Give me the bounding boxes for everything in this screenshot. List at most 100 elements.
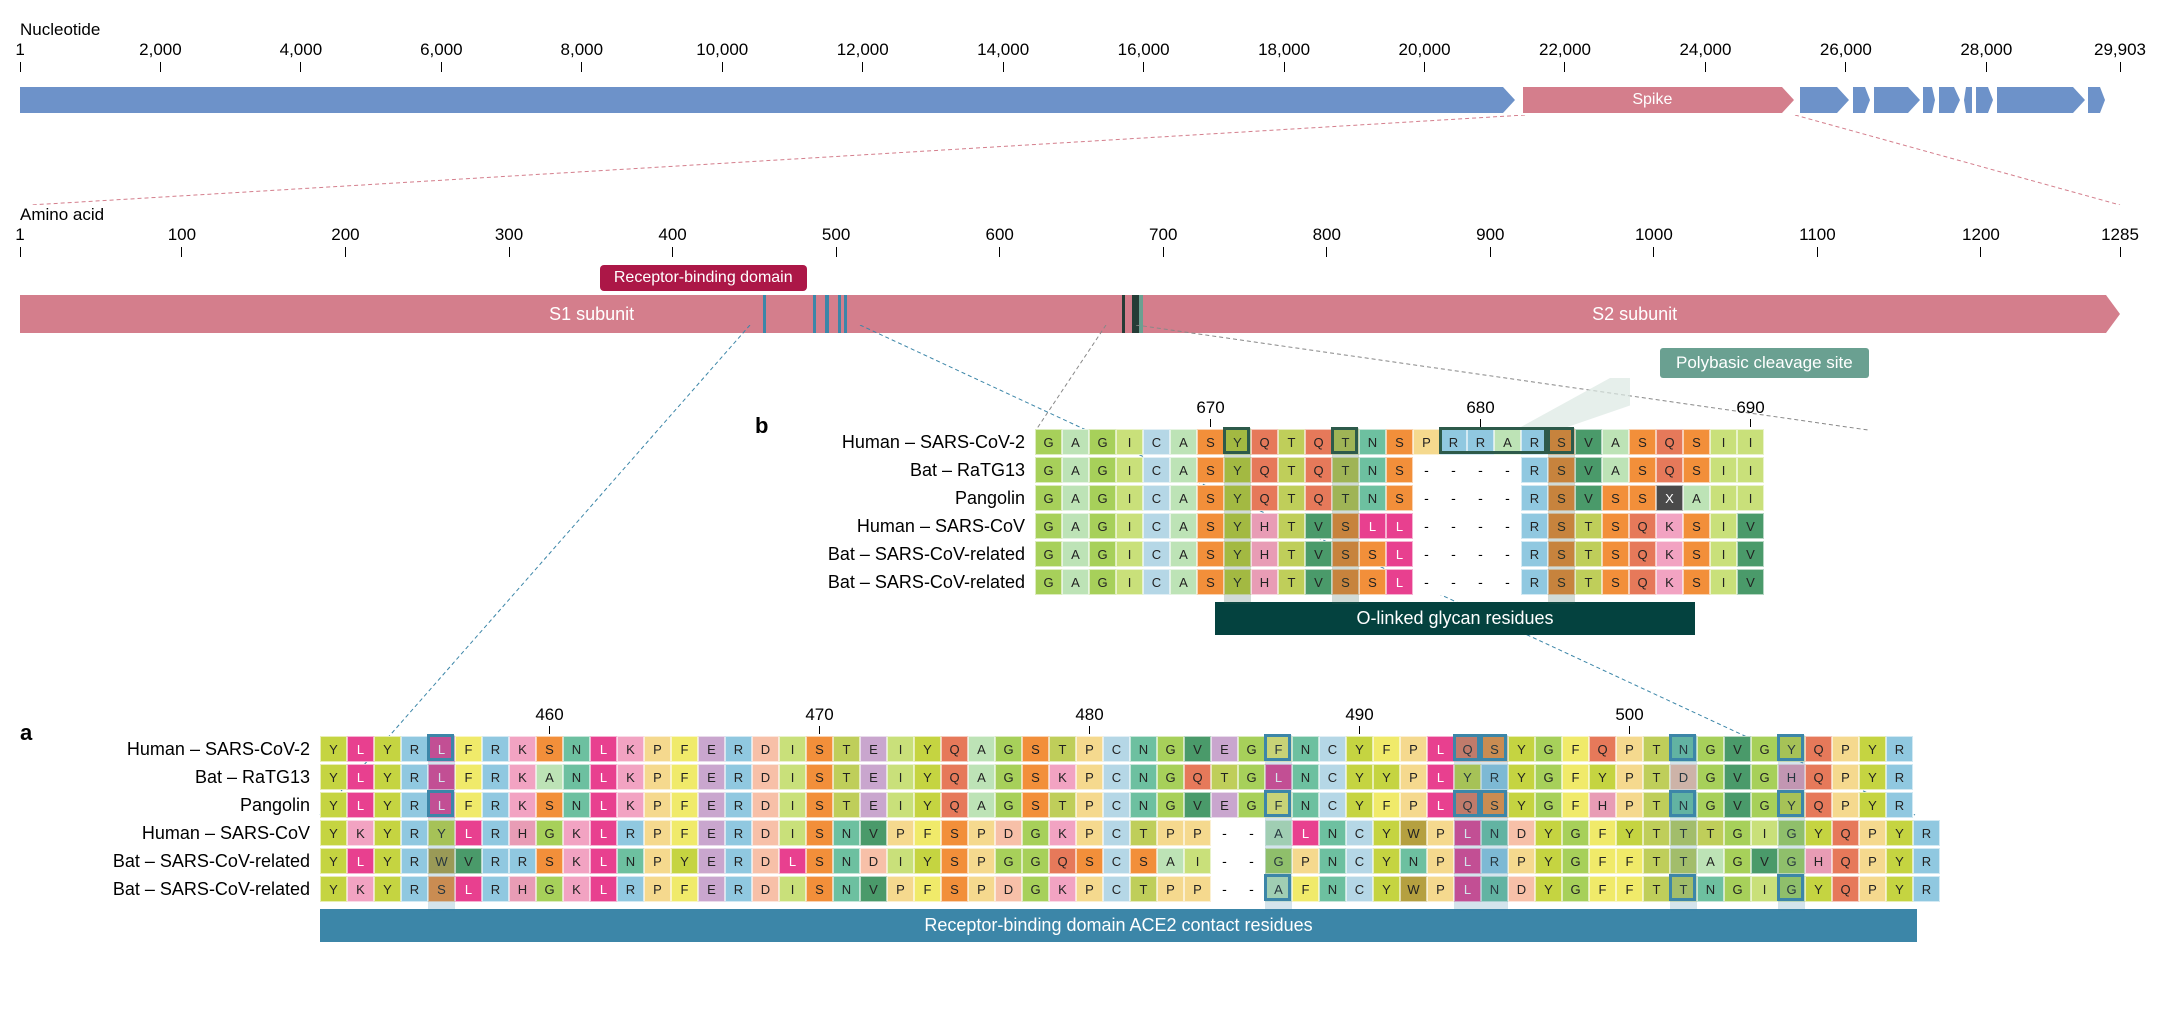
aa-cell: Y bbox=[1778, 792, 1805, 818]
aa-cell: P bbox=[644, 876, 671, 902]
aa-cell: P bbox=[968, 848, 995, 874]
tick: 1285 bbox=[2090, 225, 2150, 257]
aa-cell: A bbox=[1170, 429, 1197, 455]
aa-cell: G bbox=[1562, 820, 1589, 846]
aa-cell: H bbox=[1589, 792, 1616, 818]
aa-cell: S bbox=[1022, 764, 1049, 790]
aa-cell: G bbox=[1035, 485, 1062, 511]
aa-cell: P bbox=[1413, 429, 1440, 455]
aa-cell: Y bbox=[914, 792, 941, 818]
aa-cell: F bbox=[1373, 736, 1400, 762]
aa-cell: C bbox=[1319, 764, 1346, 790]
aa-cell: S bbox=[536, 848, 563, 874]
aa-cell: T bbox=[1697, 820, 1724, 846]
aa-cell: L bbox=[1386, 569, 1413, 595]
aa-cell: D bbox=[1508, 820, 1535, 846]
aa-cell: P bbox=[644, 848, 671, 874]
aa-cell: - bbox=[1494, 513, 1521, 539]
aa-cell: Q bbox=[1656, 457, 1683, 483]
alignment-row: Human – SARS-CoVYKYRYLRHGKLRPFERDISNVPFS… bbox=[20, 819, 2120, 847]
aa-cell: R bbox=[1913, 876, 1940, 902]
aa-cell: I bbox=[1751, 876, 1778, 902]
aa-cell: Y bbox=[1859, 764, 1886, 790]
pos-tick: 690 bbox=[1731, 398, 1771, 427]
aa-cell: E bbox=[698, 848, 725, 874]
aa-cell: S bbox=[1386, 457, 1413, 483]
aa-cell: N bbox=[563, 736, 590, 762]
aa-cell: V bbox=[1724, 792, 1751, 818]
aa-cell: P bbox=[1076, 764, 1103, 790]
aa-cell: T bbox=[1332, 429, 1359, 455]
aa-cell: I bbox=[887, 848, 914, 874]
aa-cell: D bbox=[1670, 764, 1697, 790]
aa-cell: R bbox=[1886, 736, 1913, 762]
gene-spike: Spike bbox=[1523, 87, 1794, 113]
aa-cell: G bbox=[1035, 457, 1062, 483]
aa-cell: A bbox=[1170, 485, 1197, 511]
aa-cell: G bbox=[1778, 820, 1805, 846]
aa-cell: P bbox=[1157, 876, 1184, 902]
subunit-s1: S1 subunit bbox=[20, 295, 1163, 333]
aa-cell: Y bbox=[1224, 569, 1251, 595]
aa-cell: E bbox=[698, 820, 725, 846]
aa-cell: Q bbox=[1832, 820, 1859, 846]
aa-cell: A bbox=[1062, 541, 1089, 567]
aa-cell: S bbox=[1332, 569, 1359, 595]
aa-cell: R bbox=[482, 820, 509, 846]
aa-cell: Q bbox=[1184, 764, 1211, 790]
aa-cell: N bbox=[1359, 429, 1386, 455]
aa-cell: F bbox=[671, 876, 698, 902]
aa-cell: - bbox=[1494, 485, 1521, 511]
aa-cell: L bbox=[590, 792, 617, 818]
aa-cell: - bbox=[1211, 820, 1238, 846]
aa-cell: Q bbox=[1656, 429, 1683, 455]
aa-cell: N bbox=[1292, 792, 1319, 818]
aa-cell: T bbox=[1332, 485, 1359, 511]
aa-cell: L bbox=[347, 848, 374, 874]
rbd-badge: Receptor-binding domain bbox=[600, 265, 807, 291]
tick: 800 bbox=[1297, 225, 1357, 257]
aa-cell: F bbox=[914, 876, 941, 902]
aa-cell: V bbox=[1737, 541, 1764, 567]
aa-cell: - bbox=[1467, 541, 1494, 567]
gene-block bbox=[20, 87, 1515, 113]
aa-cell: I bbox=[1710, 457, 1737, 483]
nucleotide-ticks: 12,0004,0006,0008,00010,00012,00014,0001… bbox=[20, 40, 2120, 80]
aa-cell: C bbox=[1103, 848, 1130, 874]
aa-cell: - bbox=[1238, 876, 1265, 902]
aa-cell: R bbox=[617, 876, 644, 902]
pos-tick: 680 bbox=[1461, 398, 1501, 427]
aa-cell: F bbox=[671, 820, 698, 846]
aa-cell: Y bbox=[1616, 820, 1643, 846]
aa-cell: - bbox=[1467, 457, 1494, 483]
aa-cell: V bbox=[860, 820, 887, 846]
aa-cell: Y bbox=[1224, 541, 1251, 567]
aa-cell: Q bbox=[1832, 848, 1859, 874]
aa-cell: L bbox=[779, 848, 806, 874]
aa-cell: G bbox=[1697, 736, 1724, 762]
species-label: Bat – SARS-CoV-related bbox=[20, 879, 320, 900]
aa-cell: L bbox=[1454, 848, 1481, 874]
aa-cell: N bbox=[1130, 736, 1157, 762]
aa-cell: I bbox=[1710, 541, 1737, 567]
species-label: Pangolin bbox=[20, 795, 320, 816]
alignment-row: Bat – SARS-CoV-relatedGAGICASYHTVSSL----… bbox=[755, 540, 2155, 568]
aa-cell: S bbox=[1548, 569, 1575, 595]
aa-cell: T bbox=[1643, 792, 1670, 818]
aa-cell: L bbox=[590, 820, 617, 846]
aa-cell: Q bbox=[941, 736, 968, 762]
aa-cell: G bbox=[1157, 736, 1184, 762]
aa-cell: C bbox=[1319, 736, 1346, 762]
aa-cell: K bbox=[509, 736, 536, 762]
aa-cell: K bbox=[617, 736, 644, 762]
aa-cell: I bbox=[779, 764, 806, 790]
aa-cell: S bbox=[1022, 736, 1049, 762]
genome-track: Spike bbox=[20, 85, 2120, 115]
aa-cell: S bbox=[1683, 513, 1710, 539]
species-label: Human – SARS-CoV bbox=[755, 516, 1035, 537]
aa-cell: G bbox=[1238, 736, 1265, 762]
aa-cell: D bbox=[752, 876, 779, 902]
aa-cell: I bbox=[1710, 513, 1737, 539]
aa-cell: - bbox=[1494, 569, 1521, 595]
aa-cell: F bbox=[1562, 736, 1589, 762]
